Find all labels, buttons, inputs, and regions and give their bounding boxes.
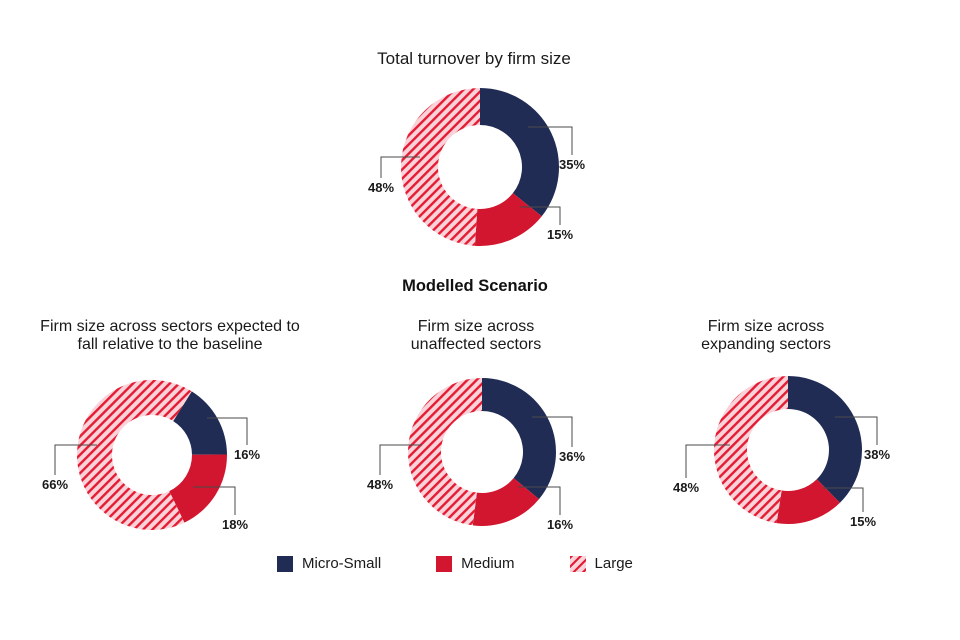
leader-line: [54, 444, 97, 475]
segment-large: [407, 378, 482, 526]
leader-line: [193, 486, 236, 515]
segment-large: [713, 376, 788, 524]
legend-item-micro-small: Micro-Small: [277, 555, 381, 572]
leader-line: [685, 444, 730, 478]
title-line: Firm size across sectors expected to: [40, 318, 300, 335]
percent-label: 66%: [42, 477, 68, 492]
legend-label-micro-small: Micro-Small: [302, 555, 382, 572]
leader-line: [520, 206, 561, 225]
legend-label-medium: Medium: [461, 555, 515, 572]
chart-title-expanding-sectors: Firm size across expanding sectors: [701, 318, 831, 354]
title-line: unaffected sectors: [410, 336, 542, 353]
title-line: Firm size across: [707, 318, 825, 335]
chart-title-total-turnover: Total turnover by firm size: [377, 50, 571, 68]
segment-micro-small: [173, 391, 227, 455]
leader-line: [532, 416, 573, 447]
percent-label: 38%: [864, 447, 890, 462]
segment-large: [77, 380, 192, 531]
percent-label: 15%: [547, 227, 573, 242]
donut-chart-2: 36% 16% 48%: [367, 377, 585, 532]
title-line: fall relative to the baseline: [77, 336, 263, 353]
percent-label: 48%: [673, 480, 699, 495]
section-title-modelled-scenario: Modelled Scenario: [402, 277, 548, 295]
leader-line: [207, 417, 248, 445]
legend-item-large: Large: [569, 555, 633, 572]
segment-medium: [776, 479, 840, 524]
donut-chart-1: 16% 18% 66%: [42, 380, 260, 532]
chart-title-unaffected-sectors: Firm size across unaffected sectors: [411, 318, 541, 354]
leader-line: [379, 444, 422, 475]
percent-label: 48%: [367, 477, 393, 492]
leader-line: [823, 487, 864, 512]
percent-label: 18%: [222, 517, 248, 532]
donut-chart-3: 38% 15% 48%: [673, 376, 890, 529]
leader-line: [380, 156, 420, 178]
percent-label: 16%: [234, 447, 260, 462]
segment-medium: [474, 193, 542, 247]
segment-micro-small: [482, 377, 557, 500]
legend-label-large: Large: [594, 555, 633, 572]
chart-title-falling-sectors: Firm size across sectors expected to fal…: [40, 318, 300, 354]
percent-label: 36%: [559, 449, 585, 464]
leader-line: [835, 416, 878, 445]
segment-medium: [472, 478, 540, 526]
medium-swatch-icon: [436, 555, 453, 572]
segment-medium: [169, 454, 227, 523]
segment-micro-small: [788, 376, 863, 503]
leader-line: [518, 486, 561, 515]
percent-label: 16%: [547, 517, 573, 532]
micro-small-swatch-icon: [277, 555, 293, 572]
title-line: Total turnover by firm size: [377, 49, 571, 68]
segment-large: [400, 88, 480, 246]
legend: Micro-Small Medium Large: [277, 555, 633, 572]
percent-label: 48%: [368, 180, 394, 195]
large-swatch-icon: [569, 555, 586, 572]
segment-micro-small: [480, 87, 560, 217]
title-line: expanding sectors: [701, 336, 831, 353]
percent-label: 35%: [559, 157, 585, 172]
leader-line: [528, 126, 573, 155]
title-line: Firm size across: [417, 318, 535, 335]
donut-chart-0: 35% 15% 48%: [368, 87, 585, 247]
legend-item-medium: Medium: [436, 555, 515, 572]
percent-label: 15%: [850, 514, 876, 529]
